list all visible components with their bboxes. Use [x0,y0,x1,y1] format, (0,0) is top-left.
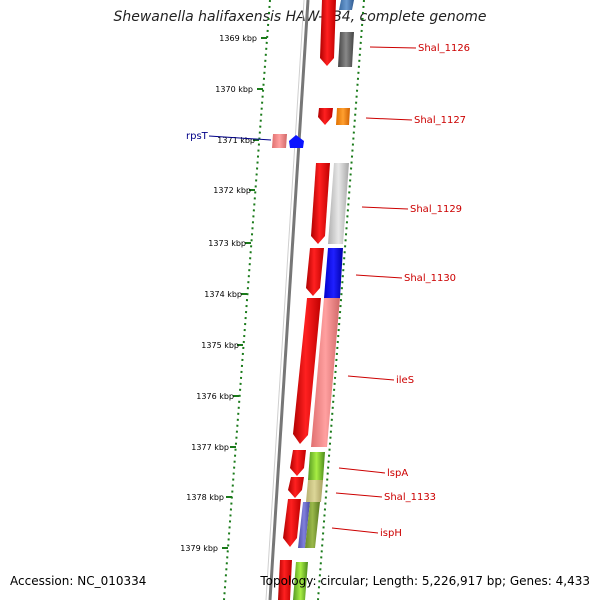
cog-block [305,502,320,548]
gene-arrow [311,163,330,244]
gene-label-left: rpsT [186,131,209,142]
cog-track [293,0,354,600]
tick-label: 1374 kbp [204,290,242,299]
genome-backbone-inner [265,0,305,600]
tick-label: 1371 kbp [217,136,255,145]
tick-label: 1372 kbp [213,186,251,195]
outer-track-arc [317,0,365,600]
gene-arrow [290,450,306,476]
gene-label: ispH [380,528,402,539]
gene-label: Shal_1133 [384,492,436,503]
gene-arrow [293,298,321,444]
gene-label: Shal_1126 [418,43,470,54]
cog-block [339,0,354,10]
gene-label: Shal_1129 [410,204,462,215]
gene-arrow-small [289,135,304,148]
tick-label: 1373 kbp [208,239,246,248]
gene-arrow [283,499,301,547]
cog-block [298,502,310,548]
map-title: Shewanella halifaxensis HAW-EB4, complet… [113,9,487,25]
tick-marks [222,37,267,549]
tick-label: 1376 kbp [196,392,234,401]
cog-block [328,163,349,244]
gene-label: Shal_1130 [404,273,456,284]
leader-line-left [208,135,272,141]
tick-label: 1378 kbp [186,493,224,502]
tick-label: 1375 kbp [201,341,239,350]
gene-label: lspA [387,468,408,479]
leader-lines [331,46,417,534]
accession-label: Accession: NC_010334 [10,574,147,588]
tick-scale-arc [223,0,271,600]
cog-block [308,452,325,480]
gene-arrow [306,248,324,296]
gene-arrow-rpsT [272,134,287,148]
gene-arrow [288,477,304,498]
tick-label: 1369 kbp [219,34,257,43]
cog-block [311,298,340,447]
gene-arrow [278,560,292,600]
cog-block [338,32,354,67]
cog-block [293,562,308,600]
gene-arrow [318,108,333,125]
cog-block [336,108,350,125]
cog-block [324,248,343,298]
tick-label: 1370 kbp [215,85,253,94]
genome-summary: Topology: circular; Length: 5,226,917 bp… [260,574,590,588]
tick-label: 1379 kbp [180,544,218,553]
gene-arrow [320,0,336,66]
cog-block [306,480,323,502]
forward-strand-genes [272,0,336,600]
gene-label: ileS [396,375,414,386]
genome-backbone [268,0,310,600]
tick-label: 1377 kbp [191,443,229,452]
gene-label: Shal_1127 [414,115,466,126]
